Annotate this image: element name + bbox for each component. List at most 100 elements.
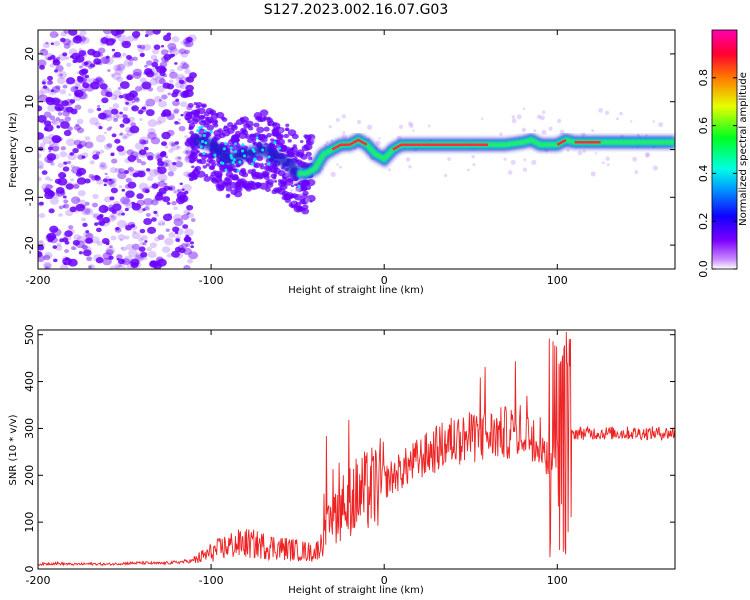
snr-plot: -200 -100 0 100 0 100 200 300 400 500 Height of … (8, 324, 676, 596)
spectrogram-blob (117, 87, 122, 90)
spectrogram-blob (93, 58, 102, 65)
spectrogram-blob (164, 145, 169, 149)
spectrogram-blob (131, 100, 136, 104)
spectrogram-blob (157, 223, 161, 226)
spectrogram-blob (82, 81, 87, 85)
spectrogram-blob (187, 119, 192, 124)
spectrogram-blob (49, 161, 55, 166)
spectrogram-speckle (198, 126, 202, 130)
spectrogram-blob (139, 241, 145, 246)
spectrogram-blob (97, 112, 107, 120)
spectrogram-blob (60, 37, 66, 43)
spectrogram-blob (95, 134, 106, 143)
spectrogram-blob (341, 114, 346, 119)
spectrogram-blob (165, 163, 171, 168)
spectrogram-blob (84, 178, 91, 184)
spectrogram-blob (283, 181, 287, 185)
spectrogram-blob (119, 238, 123, 242)
spectrogram-blob (234, 185, 242, 191)
spectrogram-speckle (224, 142, 228, 146)
spectrogram-blob (62, 233, 67, 237)
spectrogram-blob (157, 100, 168, 108)
spectrogram-blob (259, 109, 269, 117)
spectrogram-blob (173, 206, 179, 211)
spectrogram-blob (96, 107, 102, 112)
spectrogram-blob (98, 47, 106, 54)
spectrogram-blob (109, 245, 113, 249)
spectrogram-speckle (222, 147, 226, 151)
spectrogram-blob (164, 155, 169, 159)
spectrogram-blob (177, 156, 181, 160)
spectrogram-blob (605, 156, 610, 161)
spectrogram-blob (330, 139, 334, 143)
spectrogram-blob (116, 264, 126, 269)
spectrogram-speckle (213, 153, 217, 157)
spectrogram-blob (38, 153, 42, 159)
spectrogram-blob (147, 186, 151, 190)
spectrogram-blob (108, 181, 117, 188)
spectrogram-blob (177, 118, 182, 121)
spectrogram-blob (139, 118, 143, 121)
spectrogram-blob (113, 51, 122, 58)
spectrogram-speckle (202, 152, 206, 156)
spectrogram-blob (341, 134, 347, 140)
spectrogram-blob (55, 56, 61, 61)
spectrogram-blob (162, 196, 171, 203)
spectrogram-blob (598, 108, 603, 113)
spectrogram-blob (121, 188, 126, 192)
spectrogram-blob (65, 81, 71, 85)
spectrogram-blob (168, 141, 176, 147)
spectrogram-blob (95, 257, 104, 264)
spectrogram-blob (84, 74, 89, 79)
spectrogram-blob (148, 169, 159, 177)
spectrogram-blob (147, 155, 154, 161)
spectrogram-blob (120, 40, 128, 46)
spectrogram-blob (254, 163, 259, 167)
spectrogram-blob (142, 242, 147, 246)
spectrogram-blob (66, 62, 72, 67)
spectrogram-blob (47, 104, 57, 112)
spectrogram-blob (57, 112, 63, 116)
spectrogram-blob (139, 254, 144, 259)
spectrogram-blob (105, 91, 113, 98)
spectrogram-blob (113, 117, 119, 122)
spectrogram-speckle (229, 154, 233, 158)
spectrogram-blob (143, 146, 149, 151)
spectrogram-blob (131, 225, 138, 230)
spectrogram-blob (111, 133, 117, 138)
spectrogram-blob (189, 130, 195, 135)
spectrogram-blob (115, 30, 125, 35)
spectrogram-blob (325, 140, 329, 144)
spectrogram-blob (253, 112, 263, 119)
spectrogram-blob (522, 107, 526, 111)
spectrogram-blob (122, 117, 131, 124)
spectrogram-blob (131, 232, 141, 240)
spectrogram-blob (150, 137, 161, 145)
spectrogram-blob (38, 115, 47, 123)
spectrogram-blob (117, 63, 126, 70)
spectrogram-blob (52, 59, 61, 66)
spectrogram-blob (41, 183, 51, 191)
spectrogram-blob (44, 191, 54, 200)
spectrogram-blob (606, 163, 610, 167)
spectrogram-blob (299, 140, 304, 143)
spectrogram-blob (241, 129, 249, 136)
spectrogram-blob (62, 174, 67, 178)
spectrogram-blob (132, 71, 142, 79)
spectrogram-blob (118, 264, 123, 267)
spectrogram-blob (241, 183, 248, 189)
spectrogram-blob (95, 122, 102, 128)
spectrogram-blob (144, 64, 148, 68)
spectrogram-blob (56, 242, 62, 247)
spectrogram-blob (62, 110, 71, 117)
spectrogram-blob (109, 37, 117, 43)
spectrogram-blob (156, 65, 166, 74)
spectrogram-blob (72, 184, 80, 190)
snr-y-ticks: 0 100 200 300 400 500 (23, 324, 675, 573)
spectrogram-blob (60, 121, 70, 129)
spectrogram-blob (590, 171, 596, 177)
spectrogram-blob (124, 235, 130, 240)
spectrogram-blob (75, 171, 83, 177)
spectrogram-blob (142, 208, 146, 211)
spectrogram-blob (117, 34, 127, 42)
